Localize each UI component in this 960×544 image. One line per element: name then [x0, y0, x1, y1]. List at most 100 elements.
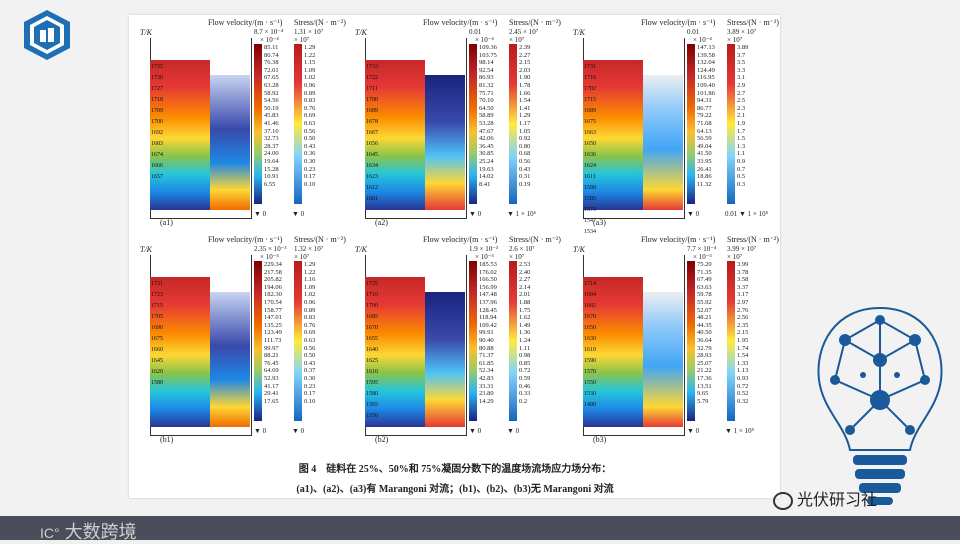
- isotherm-label: 1716: [584, 75, 596, 81]
- isotherm-label: 1611: [584, 174, 596, 180]
- velocity-tick: 29.41: [264, 390, 279, 398]
- melt-flow-region: [210, 292, 250, 427]
- velocity-tick: 70.10: [479, 97, 494, 105]
- isotherm-label: 1683: [151, 141, 163, 147]
- velocity-tick: 205.82: [264, 276, 282, 284]
- isotherm-label: 1700: [366, 97, 378, 103]
- temperature-axis-label: T/K: [573, 245, 586, 254]
- velocity-tick: 147.13: [697, 44, 715, 51]
- stress-tick: 1.29: [304, 44, 316, 51]
- velocity-ticks: 85.11 80.74 76.38 72.01 67.65 63.28 58.92 54.56…: [264, 44, 279, 188]
- stress-tick: 0.96: [304, 298, 316, 306]
- isotherm-labels: 1733 1722 1711 1700 1689 1678 1667 1656 1645 1634…: [366, 62, 378, 205]
- velocity-ticks: 75.20 71.35 67.49 63.63 59.78 55.92 52.07 48.21…: [697, 261, 712, 405]
- velocity-tick: 111.73: [264, 336, 282, 344]
- velocity-tick: 124.49: [697, 66, 715, 74]
- melt-flow-region: [425, 292, 465, 427]
- stress-tick: 2.01: [519, 291, 531, 299]
- stress-tick: 3.3: [737, 66, 746, 74]
- temperature-field: [150, 277, 210, 427]
- velocity-tick: 147.01: [264, 314, 282, 322]
- stress-tick: 1.29: [519, 112, 531, 120]
- simulation-panel-3: T/K Flow velocity/(m · s⁻¹) Stress/(N · m⁻…: [567, 18, 779, 235]
- isotherm-label: 1675: [584, 119, 596, 125]
- isotherm-label: 1733: [366, 64, 378, 70]
- stress-tick: 1.1: [737, 150, 746, 158]
- velocity-tick: 8.41: [479, 180, 491, 188]
- isotherm-label: 1678: [366, 119, 378, 125]
- isotherm-label: 1650: [584, 325, 596, 331]
- stress-tick: 1.66: [519, 89, 531, 97]
- stress-ticks: 1.29 1.22 1.16 1.09 1.02 0.96 0.89 0.83 0.76 0.69…: [304, 261, 315, 405]
- stress-tick: 2.5: [737, 97, 746, 105]
- velocity-tick: 14.29: [479, 397, 494, 405]
- stress-tick: 0.10: [304, 180, 316, 188]
- velocity-tick: 94.31: [697, 97, 712, 105]
- velocity-tick: 101.86: [697, 89, 715, 97]
- stress-tick: 0.9: [737, 157, 746, 165]
- stress-tick: 0.72: [737, 382, 749, 390]
- isotherm-label: 1725: [366, 281, 378, 287]
- isotherm-label: 1625: [366, 358, 378, 364]
- velocity-tick: 132.04: [697, 59, 715, 67]
- velocity-tick: 86.77: [697, 104, 712, 112]
- temperature-axis-label: T/K: [140, 28, 153, 37]
- stress-tick: 3.1: [737, 74, 746, 82]
- velocity-tick: 53.28: [479, 119, 494, 127]
- velocity-max: 1.9 × 10⁻³: [469, 245, 498, 253]
- velocity-ticks: 185.53 176.02 166.50 156.99 147.48 137.96 128.…: [479, 261, 497, 405]
- temperature-axis-label: T/K: [355, 245, 368, 254]
- isotherm-label: 1655: [366, 336, 378, 342]
- velocity-max: 0.01: [687, 28, 700, 36]
- stress-tick: 1.75: [519, 306, 531, 314]
- velocity-tick: 56.59: [697, 135, 712, 143]
- panel-label: (a2): [375, 218, 388, 227]
- velocity-tick: 92.54: [479, 66, 494, 74]
- velocity-max: 2.35 × 10⁻³: [254, 245, 287, 253]
- velocity-tick: 28.93: [697, 352, 712, 360]
- velocity-unit: × 10⁻⁴: [260, 36, 279, 44]
- panel-label: (a1): [160, 218, 173, 227]
- simulation-panel-4: T/K Flow velocity/(m · s⁻¹) Stress/(N · m⁻…: [134, 235, 346, 449]
- velocity-max: 0.01: [469, 28, 482, 36]
- isotherm-label: 1580: [366, 391, 378, 397]
- stress-tick: 0.83: [304, 314, 316, 322]
- melt-flow-region: [210, 75, 250, 210]
- velocity-tick: 76.38: [264, 59, 279, 67]
- velocity-tick: 90.40: [479, 336, 494, 344]
- velocity-tick: 118.94: [479, 314, 497, 322]
- panel-label: (b3): [593, 435, 607, 444]
- velocity-tick: 28.37: [264, 142, 279, 150]
- velocity-tick: 58.89: [479, 112, 494, 120]
- stress-tick: 2.76: [737, 306, 749, 314]
- simulation-panel-5: T/K Flow velocity/(m · s⁻¹) Stress/(N · m⁻…: [349, 235, 561, 449]
- velocity-tick: 5.79: [697, 397, 709, 405]
- velocity-tick: 137.96: [479, 298, 497, 306]
- isotherm-labels: 1714 1694 1682 1670 1650 1630 1610 1590 1570 1550…: [584, 279, 596, 411]
- temperature-field: [583, 60, 643, 210]
- velocity-tick: 33.95: [697, 157, 712, 165]
- isotherm-label: 1715: [151, 303, 163, 309]
- velocity-tick: 98.14: [479, 59, 494, 67]
- flow-velocity-label: Flow velocity/(m · s⁻¹): [641, 235, 716, 244]
- isotherm-label: 1624: [584, 163, 596, 169]
- figure-paper: T/K Flow velocity/(m · s⁻¹) Stress/(N · m⁻…: [129, 15, 780, 498]
- simulation-panel-2: T/K Flow velocity/(m · s⁻¹) Stress/(N · m⁻…: [349, 18, 561, 232]
- stress-tick: 0.68: [519, 150, 531, 158]
- velocity-colorbar: [469, 44, 477, 204]
- stress-tick: 0.69: [304, 112, 316, 120]
- velocity-tick: 42.06: [479, 135, 494, 143]
- melt-flow-region: [425, 75, 465, 210]
- velocity-tick: 52.34: [479, 367, 494, 375]
- velocity-tick: 99.91: [479, 329, 494, 337]
- stress-tick: 0.23: [304, 382, 316, 390]
- velocity-tick: 49.04: [697, 142, 712, 150]
- velocity-colorbar: [469, 261, 477, 421]
- stress-tick: 3.37: [737, 283, 749, 291]
- velocity-colorbar: [254, 44, 262, 204]
- velocity-tick: 37.10: [264, 127, 279, 135]
- stress-tick: 0.56: [304, 344, 316, 352]
- stress-label: Stress/(N · m⁻²): [727, 18, 779, 27]
- velocity-tick: 36.45: [479, 142, 494, 150]
- velocity-tick: 44.35: [697, 321, 712, 329]
